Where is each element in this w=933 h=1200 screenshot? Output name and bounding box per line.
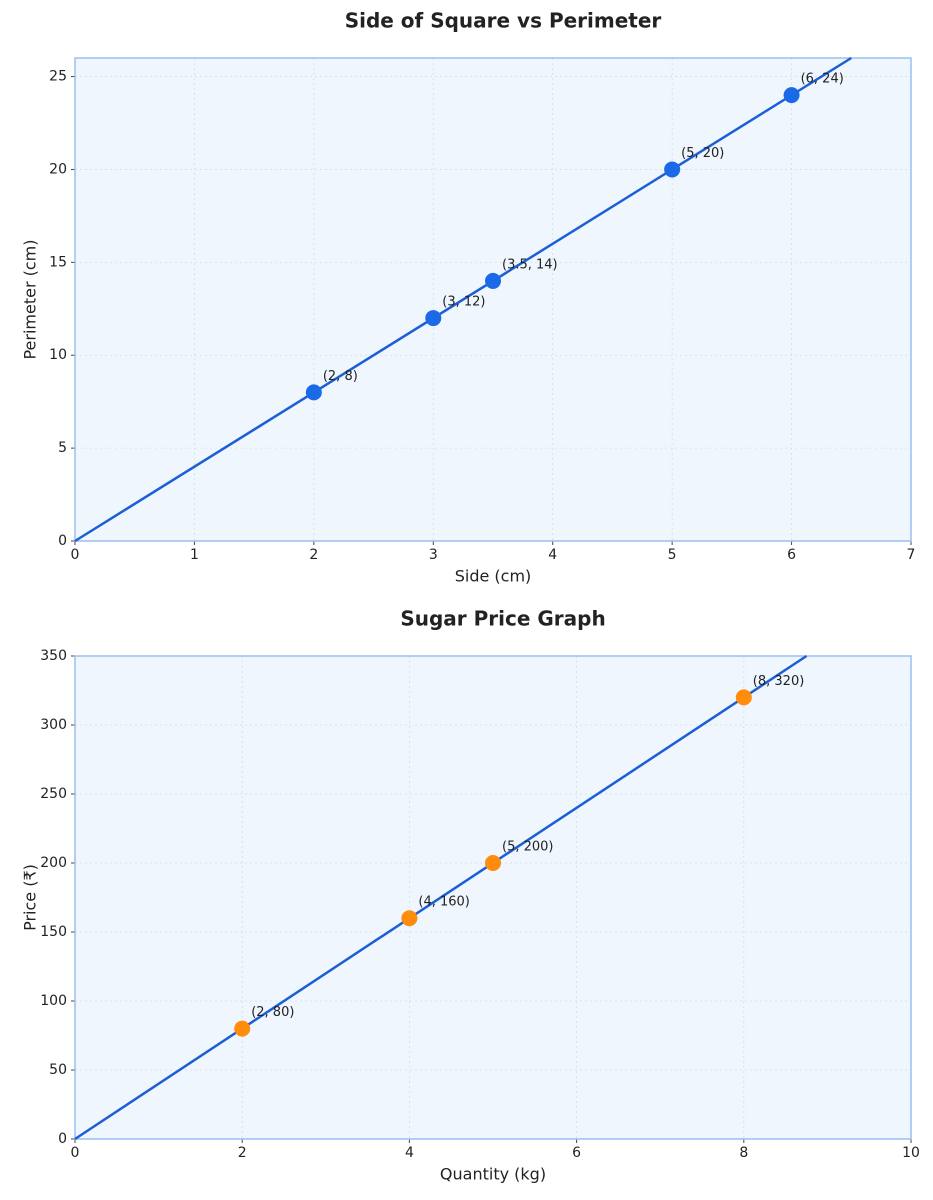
data-point [425, 310, 442, 327]
x-tick-label: 7 [907, 547, 916, 563]
y-tick-label: 200 [40, 855, 67, 871]
x-axis-label: Quantity (kg) [440, 1165, 546, 1184]
plot-area [75, 656, 911, 1139]
x-tick-label: 10 [902, 1145, 920, 1161]
x-tick-label: 4 [548, 547, 557, 563]
y-tick-label: 250 [40, 786, 67, 802]
x-tick-label: 0 [71, 547, 80, 563]
y-tick-label: 100 [40, 993, 67, 1009]
fit-line [74, 654, 808, 1141]
y-tick-label: 15 [49, 254, 67, 270]
point-label: (5, 200) [502, 840, 554, 855]
y-tick-label: 5 [58, 440, 67, 456]
y-tick-label: 300 [40, 717, 67, 733]
y-tick-label: 50 [49, 1062, 67, 1078]
y-tick-label: 20 [49, 161, 67, 177]
x-tick-label: 5 [668, 547, 677, 563]
point-label: (6, 24) [801, 72, 844, 87]
y-axis-label: Perimeter (cm) [21, 239, 40, 359]
y-tick-label: 25 [49, 69, 67, 85]
x-tick-label: 6 [572, 1145, 581, 1161]
x-tick-label: 2 [309, 547, 318, 563]
x-tick-label: 0 [71, 1145, 80, 1161]
data-point [783, 87, 800, 104]
fit-line [74, 56, 852, 543]
y-tick-label: 150 [40, 924, 67, 940]
y-tick-label: 350 [40, 648, 67, 664]
plot-border [74, 57, 912, 542]
point-label: (5, 20) [681, 146, 724, 161]
x-axis-label: Side (cm) [455, 567, 532, 586]
x-tick-label: 4 [405, 1145, 414, 1161]
x-tick-label: 2 [238, 1145, 247, 1161]
x-tick-label: 3 [429, 547, 438, 563]
y-axis-label: Price (₹) [21, 864, 40, 931]
data-point [485, 272, 501, 289]
y-tick-label: 0 [58, 1131, 67, 1147]
plot-border [74, 655, 912, 1140]
point-label: (2, 8) [323, 369, 358, 384]
point-label: (3.5, 14) [502, 257, 558, 272]
plot-area [75, 58, 911, 541]
point-label: (2, 80) [251, 1005, 294, 1020]
chart-title: Side of Square vs Perimeter [345, 9, 662, 33]
point-label: (4, 160) [418, 895, 470, 910]
data-point [485, 855, 501, 871]
y-tick-label: 10 [49, 347, 67, 363]
data-point [401, 910, 418, 927]
data-point [305, 384, 322, 401]
data-point [234, 1020, 251, 1037]
chart-title: Sugar Price Graph [400, 607, 605, 631]
x-tick-label: 8 [739, 1145, 748, 1161]
x-tick-label: 6 [787, 547, 796, 563]
x-tick-label: 1 [190, 547, 199, 563]
point-label: (3, 12) [442, 295, 485, 310]
y-tick-label: 0 [58, 533, 67, 549]
data-point [735, 689, 752, 706]
data-point [664, 161, 681, 178]
point-label: (8, 320) [753, 674, 805, 689]
